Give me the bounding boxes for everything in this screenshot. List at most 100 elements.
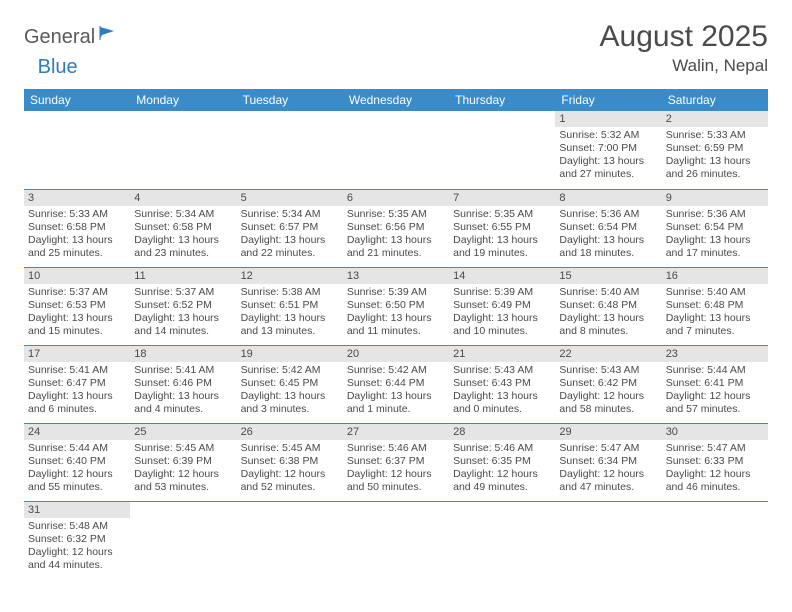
day-cell: 18Sunrise: 5:41 AMSunset: 6:46 PMDayligh… bbox=[130, 345, 236, 423]
day-number: 7 bbox=[449, 190, 555, 206]
empty-cell bbox=[24, 111, 130, 189]
day-cell: 8Sunrise: 5:36 AMSunset: 6:54 PMDaylight… bbox=[555, 189, 661, 267]
empty-cell bbox=[237, 111, 343, 189]
day-number: 31 bbox=[24, 502, 130, 518]
day-cell: 19Sunrise: 5:42 AMSunset: 6:45 PMDayligh… bbox=[237, 345, 343, 423]
day-number: 29 bbox=[555, 424, 661, 440]
day-cell: 25Sunrise: 5:45 AMSunset: 6:39 PMDayligh… bbox=[130, 423, 236, 501]
calendar-row: 31Sunrise: 5:48 AMSunset: 6:32 PMDayligh… bbox=[24, 501, 768, 579]
calendar-table: SundayMondayTuesdayWednesdayThursdayFrid… bbox=[24, 89, 768, 579]
day-cell: 1Sunrise: 5:32 AMSunset: 7:00 PMDaylight… bbox=[555, 111, 661, 189]
day-details: Sunrise: 5:39 AMSunset: 6:49 PMDaylight:… bbox=[449, 284, 555, 340]
calendar-row: 10Sunrise: 5:37 AMSunset: 6:53 PMDayligh… bbox=[24, 267, 768, 345]
weekday-saturday: Saturday bbox=[662, 89, 768, 111]
flag-icon bbox=[99, 26, 117, 45]
day-details: Sunrise: 5:43 AMSunset: 6:43 PMDaylight:… bbox=[449, 362, 555, 418]
day-number: 8 bbox=[555, 190, 661, 206]
calendar-page: General August 2025 Walin, Nepal General… bbox=[0, 0, 792, 599]
location: Walin, Nepal bbox=[600, 56, 768, 76]
day-cell: 7Sunrise: 5:35 AMSunset: 6:55 PMDaylight… bbox=[449, 189, 555, 267]
day-cell: 23Sunrise: 5:44 AMSunset: 6:41 PMDayligh… bbox=[662, 345, 768, 423]
day-cell: 17Sunrise: 5:41 AMSunset: 6:47 PMDayligh… bbox=[24, 345, 130, 423]
day-cell: 20Sunrise: 5:42 AMSunset: 6:44 PMDayligh… bbox=[343, 345, 449, 423]
day-details: Sunrise: 5:37 AMSunset: 6:52 PMDaylight:… bbox=[130, 284, 236, 340]
day-number: 16 bbox=[662, 268, 768, 284]
day-number: 24 bbox=[24, 424, 130, 440]
day-details: Sunrise: 5:35 AMSunset: 6:56 PMDaylight:… bbox=[343, 206, 449, 262]
day-number: 28 bbox=[449, 424, 555, 440]
day-number: 30 bbox=[662, 424, 768, 440]
weekday-friday: Friday bbox=[555, 89, 661, 111]
day-details: Sunrise: 5:34 AMSunset: 6:58 PMDaylight:… bbox=[130, 206, 236, 262]
title-block: August 2025 Walin, Nepal bbox=[600, 20, 768, 76]
day-details: Sunrise: 5:33 AMSunset: 6:59 PMDaylight:… bbox=[662, 127, 768, 183]
day-details: Sunrise: 5:32 AMSunset: 7:00 PMDaylight:… bbox=[555, 127, 661, 183]
calendar-row: 1Sunrise: 5:32 AMSunset: 7:00 PMDaylight… bbox=[24, 111, 768, 189]
logo-text-general: General bbox=[24, 26, 95, 49]
day-cell: 12Sunrise: 5:38 AMSunset: 6:51 PMDayligh… bbox=[237, 267, 343, 345]
day-details: Sunrise: 5:40 AMSunset: 6:48 PMDaylight:… bbox=[555, 284, 661, 340]
day-cell: 28Sunrise: 5:46 AMSunset: 6:35 PMDayligh… bbox=[449, 423, 555, 501]
day-cell: 21Sunrise: 5:43 AMSunset: 6:43 PMDayligh… bbox=[449, 345, 555, 423]
day-details: Sunrise: 5:37 AMSunset: 6:53 PMDaylight:… bbox=[24, 284, 130, 340]
calendar-row: 24Sunrise: 5:44 AMSunset: 6:40 PMDayligh… bbox=[24, 423, 768, 501]
day-details: Sunrise: 5:35 AMSunset: 6:55 PMDaylight:… bbox=[449, 206, 555, 262]
day-number: 23 bbox=[662, 346, 768, 362]
day-details: Sunrise: 5:46 AMSunset: 6:37 PMDaylight:… bbox=[343, 440, 449, 496]
day-details: Sunrise: 5:38 AMSunset: 6:51 PMDaylight:… bbox=[237, 284, 343, 340]
day-cell: 5Sunrise: 5:34 AMSunset: 6:57 PMDaylight… bbox=[237, 189, 343, 267]
empty-cell bbox=[449, 501, 555, 579]
empty-cell bbox=[343, 501, 449, 579]
day-number: 22 bbox=[555, 346, 661, 362]
day-number: 2 bbox=[662, 111, 768, 127]
calendar-row: 17Sunrise: 5:41 AMSunset: 6:47 PMDayligh… bbox=[24, 345, 768, 423]
day-number: 18 bbox=[130, 346, 236, 362]
empty-cell bbox=[130, 501, 236, 579]
day-number: 26 bbox=[237, 424, 343, 440]
day-details: Sunrise: 5:44 AMSunset: 6:41 PMDaylight:… bbox=[662, 362, 768, 418]
day-number: 20 bbox=[343, 346, 449, 362]
day-details: Sunrise: 5:42 AMSunset: 6:44 PMDaylight:… bbox=[343, 362, 449, 418]
day-number: 25 bbox=[130, 424, 236, 440]
day-number: 15 bbox=[555, 268, 661, 284]
logo-text-blue: Blue bbox=[38, 56, 78, 78]
empty-cell bbox=[449, 111, 555, 189]
weekday-wednesday: Wednesday bbox=[343, 89, 449, 111]
day-number: 4 bbox=[130, 190, 236, 206]
day-details: Sunrise: 5:36 AMSunset: 6:54 PMDaylight:… bbox=[662, 206, 768, 262]
weekday-header-row: SundayMondayTuesdayWednesdayThursdayFrid… bbox=[24, 89, 768, 111]
day-cell: 11Sunrise: 5:37 AMSunset: 6:52 PMDayligh… bbox=[130, 267, 236, 345]
day-details: Sunrise: 5:41 AMSunset: 6:47 PMDaylight:… bbox=[24, 362, 130, 418]
day-cell: 16Sunrise: 5:40 AMSunset: 6:48 PMDayligh… bbox=[662, 267, 768, 345]
day-cell: 26Sunrise: 5:45 AMSunset: 6:38 PMDayligh… bbox=[237, 423, 343, 501]
day-cell: 4Sunrise: 5:34 AMSunset: 6:58 PMDaylight… bbox=[130, 189, 236, 267]
day-details: Sunrise: 5:45 AMSunset: 6:38 PMDaylight:… bbox=[237, 440, 343, 496]
day-number: 21 bbox=[449, 346, 555, 362]
day-details: Sunrise: 5:47 AMSunset: 6:33 PMDaylight:… bbox=[662, 440, 768, 496]
day-cell: 30Sunrise: 5:47 AMSunset: 6:33 PMDayligh… bbox=[662, 423, 768, 501]
weekday-thursday: Thursday bbox=[449, 89, 555, 111]
day-cell: 27Sunrise: 5:46 AMSunset: 6:37 PMDayligh… bbox=[343, 423, 449, 501]
day-details: Sunrise: 5:42 AMSunset: 6:45 PMDaylight:… bbox=[237, 362, 343, 418]
day-details: Sunrise: 5:44 AMSunset: 6:40 PMDaylight:… bbox=[24, 440, 130, 496]
logo: General bbox=[24, 26, 119, 49]
empty-cell bbox=[662, 501, 768, 579]
day-number: 3 bbox=[24, 190, 130, 206]
day-details: Sunrise: 5:45 AMSunset: 6:39 PMDaylight:… bbox=[130, 440, 236, 496]
day-cell: 2Sunrise: 5:33 AMSunset: 6:59 PMDaylight… bbox=[662, 111, 768, 189]
day-cell: 9Sunrise: 5:36 AMSunset: 6:54 PMDaylight… bbox=[662, 189, 768, 267]
day-cell: 10Sunrise: 5:37 AMSunset: 6:53 PMDayligh… bbox=[24, 267, 130, 345]
empty-cell bbox=[555, 501, 661, 579]
month-title: August 2025 bbox=[600, 20, 768, 54]
day-details: Sunrise: 5:40 AMSunset: 6:48 PMDaylight:… bbox=[662, 284, 768, 340]
day-cell: 6Sunrise: 5:35 AMSunset: 6:56 PMDaylight… bbox=[343, 189, 449, 267]
calendar-row: 3Sunrise: 5:33 AMSunset: 6:58 PMDaylight… bbox=[24, 189, 768, 267]
day-number: 9 bbox=[662, 190, 768, 206]
day-details: Sunrise: 5:46 AMSunset: 6:35 PMDaylight:… bbox=[449, 440, 555, 496]
day-number: 17 bbox=[24, 346, 130, 362]
day-details: Sunrise: 5:47 AMSunset: 6:34 PMDaylight:… bbox=[555, 440, 661, 496]
day-cell: 29Sunrise: 5:47 AMSunset: 6:34 PMDayligh… bbox=[555, 423, 661, 501]
empty-cell bbox=[343, 111, 449, 189]
day-details: Sunrise: 5:48 AMSunset: 6:32 PMDaylight:… bbox=[24, 518, 130, 574]
day-number: 5 bbox=[237, 190, 343, 206]
